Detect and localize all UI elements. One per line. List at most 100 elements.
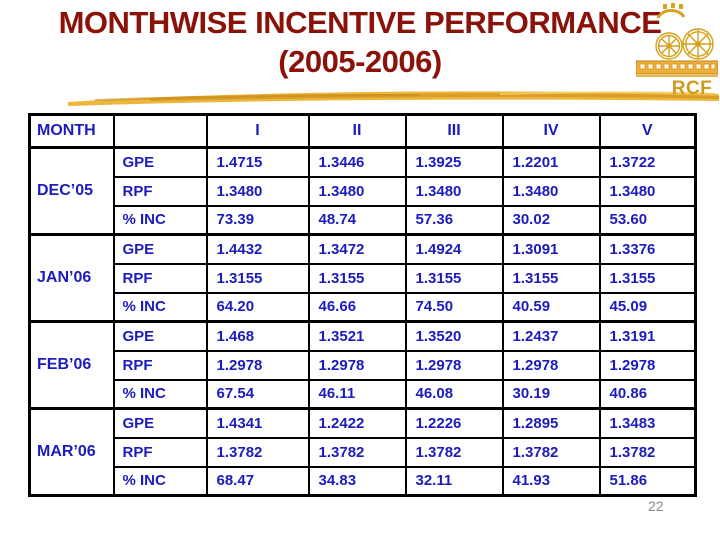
value-cell: 1.2201 (501, 146, 601, 178)
value-cell: 1.3472 (307, 233, 407, 265)
title-underline-brush-icon (68, 91, 719, 106)
value-cell: 48.74 (307, 204, 407, 236)
metric-label: RPF (112, 436, 208, 468)
value-cell: 1.3155 (501, 262, 601, 294)
value-cell: 40.59 (501, 291, 601, 323)
value-cell: 1.3155 (404, 262, 504, 294)
value-cell: 51.86 (598, 465, 697, 497)
value-cell: 1.3480 (404, 175, 504, 207)
value-cell: 1.3521 (307, 320, 407, 352)
table-row: DEC’05 GPE 1.4715 1.3446 1.3925 1.2201 1.3722 (28, 146, 697, 236)
table-row: RPF 1.3155 1.3155 1.3155 1.3155 1.3155 (30, 262, 697, 294)
value-cell: 1.3480 (598, 175, 697, 207)
metric-label: % INC (112, 378, 208, 410)
value-cell: 1.2978 (501, 349, 601, 381)
table-row: % INC 64.20 46.66 74.50 40.59 45.09 (30, 291, 697, 323)
value-cell: 64.20 (205, 291, 310, 323)
column-header-month: MONTH (28, 113, 115, 149)
table-row: % INC 73.39 48.74 57.36 30.02 53.60 (30, 204, 697, 236)
value-cell: 1.3483 (598, 407, 697, 439)
month-label: DEC’05 (28, 146, 115, 236)
value-cell: 1.3191 (598, 320, 697, 352)
value-cell: 46.08 (404, 378, 504, 410)
value-cell: 74.50 (404, 291, 504, 323)
metric-label: RPF (112, 175, 208, 207)
title-line-1: MONTHWISE INCENTIVE PERFORMANCE (58, 5, 662, 40)
metric-label: GPE (112, 233, 208, 265)
table-row: MAR’06 GPE 1.4341 1.2422 1.2226 1.2895 1.3483 (28, 407, 697, 497)
value-cell: 73.39 (205, 204, 310, 236)
metric-label: GPE (112, 407, 208, 439)
table-row: RPF 1.3782 1.3782 1.3782 1.3782 1.3782 (30, 436, 697, 468)
table-row: % INC 67.54 46.11 46.08 30.19 40.86 (30, 378, 697, 410)
value-cell: 1.2895 (501, 407, 601, 439)
table-row: FEB’06 GPE 1.468 1.3521 1.3520 1.2437 1.3191 (28, 320, 697, 410)
value-cell: 1.3155 (205, 262, 310, 294)
value-cell: 1.2437 (501, 320, 601, 352)
metric-label: RPF (112, 262, 208, 294)
value-cell: 40.86 (598, 378, 697, 410)
value-cell: 1.3782 (307, 436, 407, 468)
table-row: JAN’06 GPE 1.4432 1.3472 1.4924 1.3091 1.3376 (28, 233, 697, 323)
value-cell: 1.2422 (307, 407, 407, 439)
value-cell: 34.83 (307, 465, 407, 497)
value-cell: 1.3480 (205, 175, 310, 207)
table-row: RPF 1.3480 1.3480 1.3480 1.3480 1.3480 (30, 175, 697, 207)
title-line-2: (2005-2006) (278, 44, 442, 79)
value-cell: 1.3782 (598, 436, 697, 468)
value-cell: 46.11 (307, 378, 407, 410)
metric-label: % INC (112, 465, 208, 497)
metric-label: GPE (112, 146, 208, 178)
column-header-shop: I (205, 113, 310, 149)
metric-label: % INC (112, 204, 208, 236)
incentive-table: MONTH I II III IV V DEC’05 GPE 1.4715 1.3446 1.39… (28, 113, 697, 497)
value-cell: 30.19 (501, 378, 601, 410)
value-cell: 1.2978 (598, 349, 697, 381)
rcf-monogram-text: RCF (672, 78, 713, 96)
column-header-shop: II (307, 113, 407, 149)
value-cell: 1.3480 (307, 175, 407, 207)
month-label: MAR’06 (28, 407, 115, 497)
value-cell: 1.2978 (404, 349, 504, 381)
value-cell: 1.468 (205, 320, 310, 352)
column-header-shop: III (404, 113, 504, 149)
table-row: % INC 68.47 34.83 32.11 41.93 51.86 (30, 465, 697, 497)
column-header-shop: V (598, 113, 697, 149)
value-cell: 1.3722 (598, 146, 697, 178)
page-number: 22 (648, 498, 664, 514)
value-cell: 1.3091 (501, 233, 601, 265)
value-cell: 1.4341 (205, 407, 310, 439)
value-cell: 1.4432 (205, 233, 310, 265)
table-body: DEC’05 GPE 1.4715 1.3446 1.3925 1.2201 1.3722 R… (28, 146, 697, 497)
value-cell: 1.3155 (598, 262, 697, 294)
value-cell: 1.3446 (307, 146, 407, 178)
table-header: MONTH I II III IV V (28, 113, 697, 149)
value-cell: 1.3155 (307, 262, 407, 294)
value-cell: 53.60 (598, 204, 697, 236)
rcf-logo-icon: RCF (636, 3, 718, 96)
value-cell: 1.2226 (404, 407, 504, 439)
value-cell: 68.47 (205, 465, 310, 497)
value-cell: 1.3782 (404, 436, 504, 468)
value-cell: 1.3376 (598, 233, 697, 265)
column-header-shop: IV (501, 113, 601, 149)
metric-label: % INC (112, 291, 208, 323)
column-header-blank (112, 113, 208, 149)
value-cell: 1.2978 (307, 349, 407, 381)
metric-label: GPE (112, 320, 208, 352)
month-label: JAN’06 (28, 233, 115, 323)
month-label: FEB’06 (28, 320, 115, 410)
value-cell: 1.3782 (205, 436, 310, 468)
value-cell: 46.66 (307, 291, 407, 323)
value-cell: 1.3480 (501, 175, 601, 207)
metric-label: RPF (112, 349, 208, 381)
value-cell: 32.11 (404, 465, 504, 497)
table-header-row: MONTH I II III IV V (28, 113, 697, 149)
value-cell: 1.3782 (501, 436, 601, 468)
value-cell: 45.09 (598, 291, 697, 323)
value-cell: 1.2978 (205, 349, 310, 381)
value-cell: 67.54 (205, 378, 310, 410)
value-cell: 57.36 (404, 204, 504, 236)
value-cell: 1.3925 (404, 146, 504, 178)
